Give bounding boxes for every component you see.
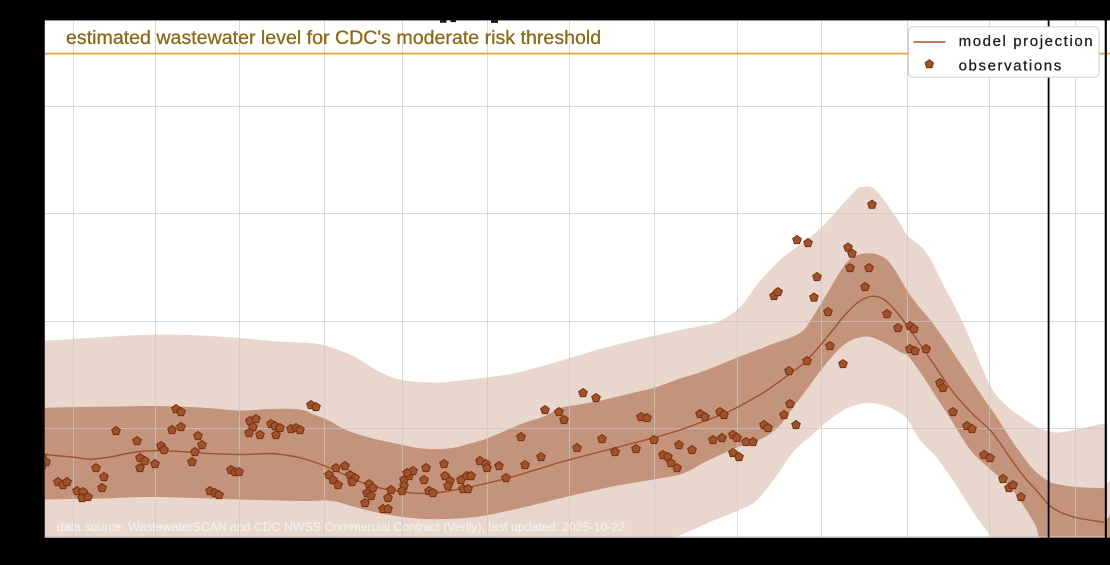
svg-text:observations: observations	[959, 57, 1063, 74]
svg-text:estimated wastewater level for: estimated wastewater level for CDC's mod…	[66, 27, 601, 49]
svg-text:data source: WastewaterSCAN an: data source: WastewaterSCAN and CDC NWSS…	[57, 520, 625, 534]
svg-text:model projection: model projection	[959, 33, 1095, 50]
